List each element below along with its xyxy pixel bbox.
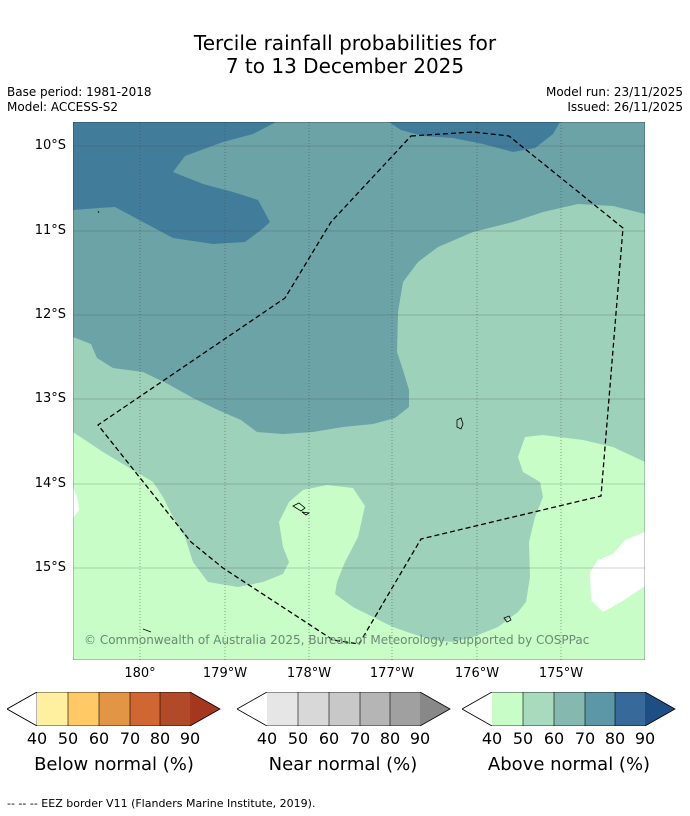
lon-label: 176°W — [454, 666, 500, 681]
colorbar-label-above: Above normal (%) — [487, 754, 651, 775]
region-white-west — [73, 487, 79, 518]
cbar-tick: 60 — [88, 729, 110, 748]
lat-label: 11°S — [34, 223, 66, 238]
lat-label: 13°S — [34, 391, 66, 406]
island-outline — [97, 210, 100, 214]
lat-label: 12°S — [34, 307, 66, 322]
cbar-swatch — [554, 692, 585, 726]
lat-label: 10°S — [34, 138, 66, 153]
lat-label: 14°S — [34, 476, 66, 491]
model-run: Model run: 23/11/2025 — [545, 85, 683, 99]
lon-label: 178°W — [286, 666, 332, 681]
cbar-swatch — [68, 692, 99, 726]
island-outline — [292, 502, 306, 512]
base-period: Base period: 1981-2018 — [7, 85, 152, 99]
chart-title: Tercile rainfall probabilities for 7 to … — [0, 32, 690, 78]
cbar-tick: 70 — [349, 729, 371, 748]
cbar-tick: 70 — [574, 729, 596, 748]
lon-label: 180° — [124, 666, 156, 681]
cbar-tick: 50 — [512, 729, 534, 748]
gridlines — [73, 145, 645, 569]
cbar-swatch — [615, 692, 645, 726]
cbar-swatch — [130, 692, 160, 726]
meta-right: Model run: 23/11/2025 Issued: 26/11/2025 — [546, 85, 683, 115]
cbar-arrow-left — [7, 692, 38, 726]
copyright-text: © Commonwealth of Australia 2025, Bureau… — [84, 633, 590, 647]
island-outline — [456, 417, 464, 430]
cbar-tick: 90 — [634, 729, 656, 748]
cbar-tick: 90 — [409, 729, 431, 748]
cbar-outline — [7, 692, 221, 726]
colorbar-above — [462, 692, 676, 726]
cbar-tick: 40 — [256, 729, 278, 748]
cbar-tick: 60 — [543, 729, 565, 748]
island-outline — [301, 511, 311, 516]
lat-label: 15°S — [34, 560, 66, 575]
cbar-tick: 60 — [318, 729, 340, 748]
cbar-swatch — [99, 692, 130, 726]
region-below-40 — [73, 432, 645, 660]
meta-left: Base period: 1981-2018 Model: ACCESS-S2 — [7, 85, 152, 115]
region-above-70-north — [389, 122, 560, 152]
cbar-tick: 80 — [604, 729, 626, 748]
cbar-swatch — [585, 692, 615, 726]
cbar-arrow-left — [462, 692, 492, 726]
colorbar-label-below: Below normal (%) — [34, 754, 194, 775]
cbar-tick: 50 — [57, 729, 79, 748]
cbar-dividers — [297, 692, 391, 726]
lon-label: 175°W — [538, 666, 584, 681]
lon-label: 179°W — [202, 666, 248, 681]
cbar-swatch — [390, 692, 420, 726]
colorbar-below — [7, 692, 221, 726]
colorbar-label-near: Near normal (%) — [268, 754, 418, 775]
cbar-tick: 70 — [119, 729, 141, 748]
eez-border — [97, 131, 624, 645]
cbar-tick: 80 — [149, 729, 171, 748]
cbar-tick: 40 — [26, 729, 48, 748]
cbar-arrow-right — [420, 692, 450, 726]
eez-legend-footer: -- -- -- EEZ border V11 (Flanders Marine… — [7, 797, 316, 810]
model-name: Model: ACCESS-S2 — [7, 100, 119, 114]
cbar-dividers — [522, 692, 616, 726]
cbar-tick: 50 — [287, 729, 309, 748]
lon-label: 177°W — [369, 666, 415, 681]
island-outline — [142, 628, 152, 633]
region-above-50 — [73, 204, 645, 660]
cbar-swatch — [329, 692, 360, 726]
cbar-swatch — [523, 692, 554, 726]
title-line-2: 7 to 13 December 2025 — [225, 54, 465, 78]
cbar-outline — [237, 692, 451, 726]
cbar-arrow-right — [190, 692, 220, 726]
region-above-70-west — [73, 122, 276, 244]
cbar-tick: 40 — [481, 729, 503, 748]
island-outline — [503, 615, 512, 623]
cbar-swatch — [37, 692, 68, 726]
issued-date: Issued: 26/11/2025 — [567, 100, 683, 114]
cbar-outline — [462, 692, 676, 726]
cbar-arrow-right — [645, 692, 675, 726]
cbar-swatch — [492, 692, 523, 726]
cbar-tick: 80 — [379, 729, 401, 748]
cbar-tick: 90 — [179, 729, 201, 748]
cbar-arrow-left — [237, 692, 267, 726]
colorbar-near — [237, 692, 451, 726]
cbar-swatch — [298, 692, 329, 726]
title-line-1: Tercile rainfall probabilities for — [193, 31, 497, 55]
region-white-east — [590, 532, 645, 612]
cbar-dividers — [67, 692, 161, 726]
cbar-swatch — [160, 692, 190, 726]
probability-map — [73, 122, 645, 660]
cbar-swatch — [360, 692, 390, 726]
cbar-swatch — [267, 692, 298, 726]
